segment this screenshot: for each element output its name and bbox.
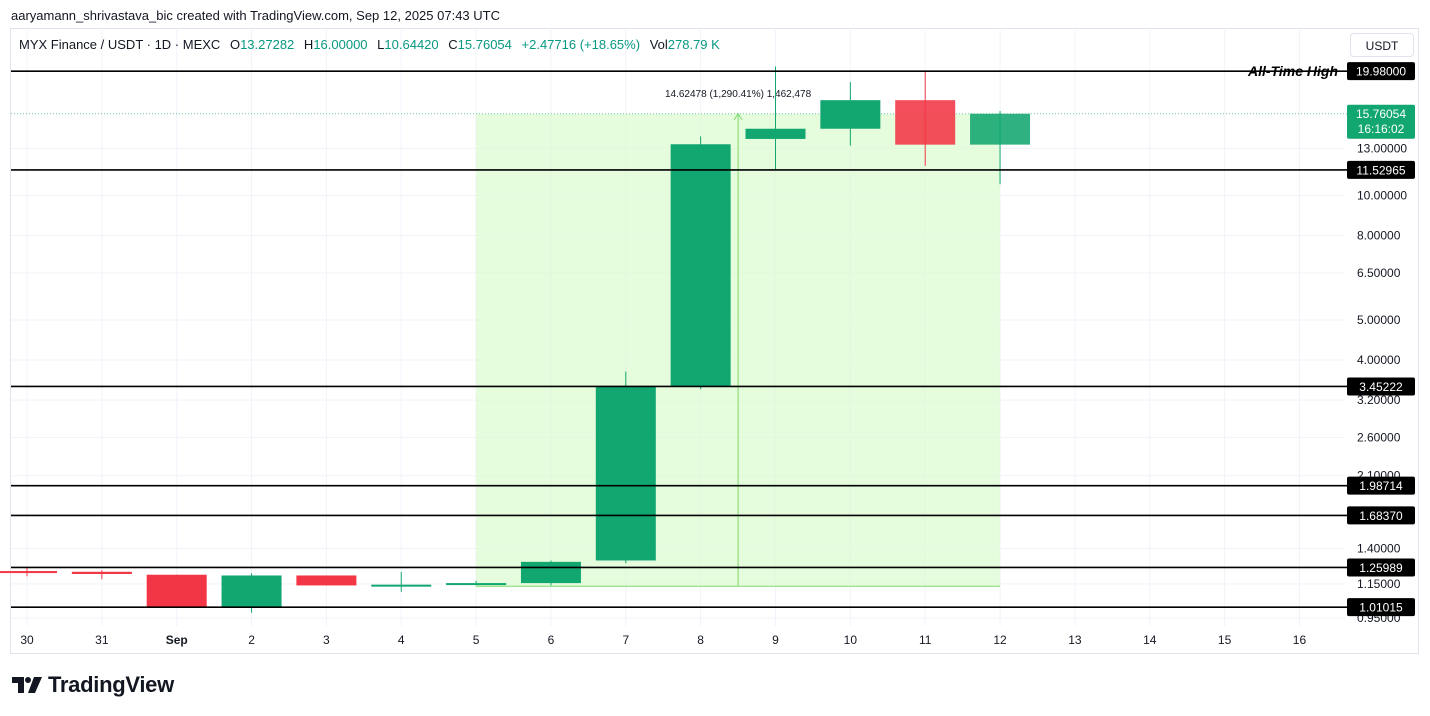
x-tick-label: 16	[1293, 633, 1307, 647]
x-tick-label: 4	[398, 633, 405, 647]
countdown-label: 16:16:02	[1358, 122, 1405, 136]
level-price-tag	[1347, 558, 1415, 577]
tradingview-logo-text: TradingView	[48, 672, 174, 697]
candle-body-31	[71, 571, 132, 574]
candle-body-7	[595, 386, 656, 561]
tradingview-logo-icon	[12, 677, 42, 693]
level-price-tag	[1347, 377, 1415, 396]
volume-label: Vol	[649, 37, 668, 52]
close-value: 15.76054	[457, 37, 512, 52]
current-price-label: 15.76054	[1356, 107, 1406, 121]
y-tick-label: 4.00000	[1357, 353, 1401, 367]
open-label: O	[229, 37, 241, 52]
volume-value: 278.79 K	[667, 37, 720, 52]
x-tick-label: 15	[1218, 633, 1232, 647]
candle-body-6	[520, 561, 581, 584]
candle-body-9	[745, 128, 806, 139]
x-tick-label: 13	[1068, 633, 1082, 647]
y-tick-label: 6.50000	[1357, 266, 1401, 280]
all-time-high-annotation: All-Time High	[1247, 63, 1338, 79]
y-tick-label: 13.00000	[1357, 141, 1407, 155]
x-tick-label: 12	[993, 633, 1007, 647]
level-price-tag	[1347, 160, 1415, 179]
x-tick-label: 8	[697, 633, 704, 647]
level-price-tag	[1347, 476, 1415, 495]
symbol-name[interactable]: MYX Finance / USDT · 1D · MEXC	[19, 37, 221, 52]
level-price-tag	[1347, 62, 1415, 81]
level-price-tag	[1347, 598, 1415, 617]
low-label: L	[377, 37, 385, 52]
y-tick-label: 10.00000	[1357, 188, 1407, 202]
level-price-label: 19.98000	[1356, 65, 1406, 79]
symbol-legend: MYX Finance / USDT · 1D · MEXC O13.27282…	[19, 37, 720, 52]
y-tick-label: 1.40000	[1357, 542, 1401, 556]
low-value: 10.64420	[384, 37, 439, 52]
candle-body-3	[296, 575, 357, 586]
y-tick-label: 8.00000	[1357, 229, 1401, 243]
close-label: C	[448, 37, 458, 52]
chart-frame	[10, 28, 1419, 654]
x-tick-label: 30	[20, 633, 34, 647]
candle-body-12	[970, 113, 1031, 145]
candle-body-Sep	[146, 574, 207, 608]
level-price-label: 3.45222	[1359, 380, 1403, 394]
level-price-tag	[1347, 506, 1415, 525]
y-tick-label: 1.15000	[1357, 577, 1401, 591]
currency-button[interactable]: USDT	[1350, 33, 1414, 57]
candle-body-30	[0, 571, 57, 574]
level-price-label: 1.01015	[1359, 601, 1403, 615]
x-tick-label: 9	[772, 633, 779, 647]
candle-body-5	[446, 583, 507, 586]
y-tick-label: 2.60000	[1357, 430, 1401, 444]
level-price-label: 1.98714	[1359, 479, 1403, 493]
level-price-label: 1.68370	[1359, 509, 1403, 523]
y-tick-label: 5.00000	[1357, 313, 1401, 327]
candle-body-11	[895, 100, 956, 145]
x-tick-label: 14	[1143, 633, 1157, 647]
candle-body-10	[820, 100, 881, 129]
x-tick-label: 6	[548, 633, 555, 647]
x-tick-label: 11	[919, 633, 932, 647]
x-tick-label: 10	[844, 633, 858, 647]
change-value: +2.47716 (+18.65%)	[521, 37, 641, 52]
range-measure-label: 14.62478 (1,290.41%) 1,462,478	[665, 89, 812, 100]
open-value: 13.27282	[240, 37, 295, 52]
x-tick-label: 31	[95, 633, 109, 647]
candle-body-4	[371, 584, 432, 587]
candle-body-2	[221, 575, 282, 608]
chart-attribution: aaryamann_shrivastava_bic created with T…	[11, 8, 500, 23]
x-tick-label: Sep	[166, 633, 188, 647]
candle-body-8	[670, 144, 731, 387]
high-value: 16.00000	[313, 37, 368, 52]
x-tick-label: 3	[323, 633, 330, 647]
range-measure-arrow-head	[733, 112, 743, 121]
level-price-label: 1.25989	[1359, 561, 1403, 575]
level-price-label: 11.52965	[1356, 163, 1405, 177]
high-label: H	[303, 37, 314, 52]
current-price-tag	[1347, 104, 1415, 139]
x-tick-label: 7	[622, 633, 629, 647]
y-tick-label: 3.20000	[1357, 393, 1401, 407]
x-tick-label: 5	[473, 633, 480, 647]
x-tick-label: 2	[248, 633, 255, 647]
tradingview-logo[interactable]: TradingView	[12, 672, 174, 698]
